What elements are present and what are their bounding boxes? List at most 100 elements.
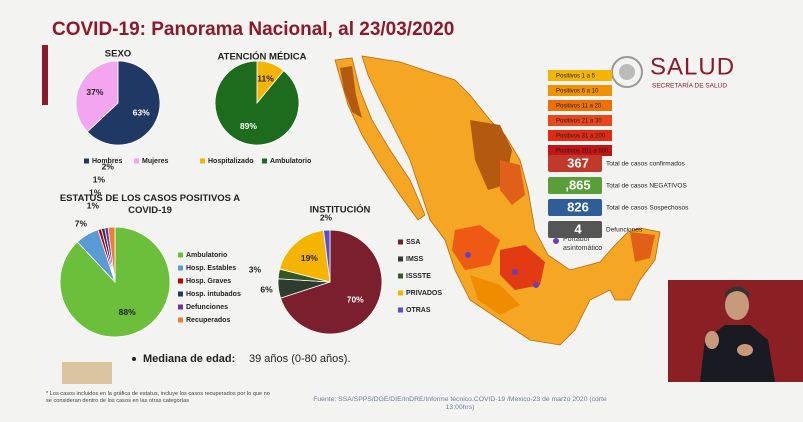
asymptomatic-dot <box>553 238 559 244</box>
pie-slice <box>279 229 331 283</box>
stat-label: Total de casos Sospechosos <box>606 205 689 212</box>
map-legend-box <box>548 115 612 126</box>
map-legend-label: Positivos 1 a 5 <box>556 74 596 80</box>
data-label: 1% <box>93 175 106 185</box>
data-label: 37% <box>86 87 103 97</box>
data-label: 3% <box>249 264 262 274</box>
footnote-wrap: * Los casos incluidos en la gráfica de e… <box>46 391 270 404</box>
map-legend-label: Positivos 31 a 200 <box>556 134 606 140</box>
chart-title: INSTITUCIÓN <box>310 204 371 216</box>
map-region <box>500 245 545 290</box>
data-label: 2% <box>102 161 115 171</box>
person <box>737 344 753 356</box>
stat-value: 4 <box>574 221 582 236</box>
chart-title-wrap: ESTATUS DE LOS CASOS POSITIVOS A COVID-1… <box>59 193 241 216</box>
legend-label: IMSS <box>406 256 423 263</box>
map-legend-label: Positivos 11 a 20 <box>556 104 602 110</box>
asymptomatic-dot <box>533 282 539 288</box>
legend-swatch <box>398 239 403 245</box>
map-legend-label: Positivos 6 a 10 <box>556 89 599 95</box>
data-label: 2% <box>320 212 333 222</box>
legend-swatch <box>398 256 403 262</box>
logo-emblem <box>619 64 635 80</box>
map-legend-box <box>548 130 612 141</box>
asymptomatic-dot <box>465 252 471 258</box>
legend-swatch <box>178 317 183 323</box>
map-region <box>470 275 520 315</box>
stat-label: Total de casos confirmados <box>606 161 686 168</box>
map-legend-label: Positivos 21 a 30 <box>556 119 602 125</box>
chart-title: ESTATUS DE LOS CASOS POSITIVOS A COVID-1… <box>59 193 241 216</box>
stat-value: 367 <box>567 155 589 170</box>
source: Fuente: SSA/SPPS/DGE/DIE/InDRE/Informe t… <box>313 396 607 411</box>
median-age-value: 39 años (0-80 años). <box>249 353 351 365</box>
map-region <box>452 225 500 270</box>
map <box>334 55 661 346</box>
stat-box <box>548 221 602 238</box>
stat-box <box>548 177 602 194</box>
median-age-label: Mediana de edad: <box>143 353 235 365</box>
legend-swatch <box>398 273 403 279</box>
legend-swatch <box>84 158 89 164</box>
legend-label: PRIVADOS <box>406 290 442 297</box>
legend-swatch <box>398 307 403 313</box>
stat-value: ,865 <box>565 177 590 192</box>
person <box>705 331 719 349</box>
legend-label: Hosp. intubados <box>186 291 241 298</box>
emblem <box>62 362 112 384</box>
legend-label: Defunciones <box>186 304 228 311</box>
legend-swatch <box>178 278 183 284</box>
person <box>725 286 749 298</box>
logo-name: SALUD <box>650 53 735 80</box>
legend-swatch <box>178 265 183 271</box>
map-legend-label: Positivos 201 a 500 <box>556 149 609 155</box>
legend-label: Hosp. Graves <box>186 278 231 285</box>
stat-label: Defunciones <box>606 227 643 234</box>
map-region <box>500 160 525 205</box>
pie-slice <box>280 229 383 335</box>
person <box>725 290 749 320</box>
asymptomatic-dot <box>512 269 518 275</box>
map-legend-box <box>548 100 612 111</box>
legend-label: Hospitalizado <box>208 158 254 165</box>
map-region <box>334 57 426 221</box>
map-legend-box <box>548 145 612 156</box>
data-label: 89% <box>240 121 257 131</box>
footnote: * Los casos incluidos en la gráfica de e… <box>46 391 270 404</box>
legend-label: Hosp. Estables <box>186 265 236 272</box>
slide-title: COVID-19: Panorama Nacional, al 23/03/20… <box>52 19 454 40</box>
data-label: 88% <box>119 307 136 317</box>
legend-label: OTRAS <box>406 307 431 314</box>
pie-slice <box>107 226 116 283</box>
legend-swatch <box>262 158 267 164</box>
pie-slice <box>323 229 331 283</box>
map-region <box>340 66 362 118</box>
chart-title: ATENCIÓN MÉDICA <box>217 51 306 63</box>
asymptomatic-wrap: Portador asintomático <box>563 236 602 252</box>
data-label: 6% <box>260 284 273 294</box>
map-legend-box <box>548 85 612 96</box>
pie-slice <box>214 60 300 146</box>
logo-subtitle: SECRETARÍA DE SALUD <box>652 81 727 90</box>
video-inset <box>668 280 803 382</box>
legend-label: SSA <box>406 239 420 246</box>
pie-slice <box>75 60 119 133</box>
stat-label: Total de casos NEGATIVOS <box>606 183 687 190</box>
data-label: 7% <box>75 219 88 229</box>
stat-box <box>548 199 602 216</box>
accent-bar <box>42 45 48 105</box>
legend-swatch <box>178 291 183 297</box>
legend-swatch <box>178 304 183 310</box>
pie-slice <box>86 60 161 146</box>
data-label: 1% <box>89 187 102 197</box>
legend-swatch <box>178 252 183 258</box>
data-label: 63% <box>133 107 150 117</box>
stat-value: 826 <box>567 199 589 214</box>
legend-label: Recuperados <box>186 317 230 324</box>
map-region <box>630 232 655 262</box>
source-wrap: Fuente: SSA/SPPS/DGE/DIE/InDRE/Informe t… <box>313 396 607 411</box>
legend-label: Hombres <box>92 158 122 165</box>
legend-label: Mujeres <box>142 158 169 165</box>
chart-title: SEXO <box>105 49 131 60</box>
map-legend-box <box>548 70 612 81</box>
